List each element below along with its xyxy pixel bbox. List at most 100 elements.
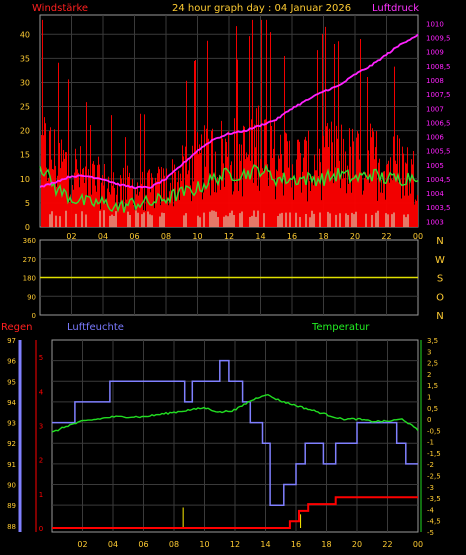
pressure-tick-label: 1009,5 [426,35,451,43]
wind-y-tick-label: 20 [20,127,30,136]
rain-x-tick-label: 00 [413,540,423,549]
wind-x-tick-label: 04 [98,232,108,241]
pressure-tick-label: 1003 [426,218,444,226]
temperature-tick-label: -1,5 [427,450,441,458]
rain-label: Regen [1,322,33,333]
pressure-tick-label: 1006 [426,134,444,142]
rain-tick-label: 5 [39,354,43,362]
direction-y-tick-label: 180 [23,275,36,283]
wind-x-tick-label: 18 [318,232,328,241]
temperature-tick-label: -4,5 [427,518,441,526]
rain-x-tick-label: 04 [108,540,118,549]
temperature-tick-label: -1 [427,439,434,447]
humidity-tick-label: 94 [7,399,16,407]
wind-y-tick-label: 10 [20,175,30,184]
pressure-tick-label: 1007 [426,105,444,113]
pressure-tick-label: 1007,5 [426,91,451,99]
temperature-tick-label: -2,5 [427,473,441,481]
temperature-tick-label: 2 [427,371,431,379]
humidity-tick-label: 89 [7,502,16,510]
pressure-tick-label: 1008 [426,77,444,85]
pressure-tick-label: 1005 [426,162,444,170]
wind-x-tick-label: 06 [129,232,139,241]
temperature-label: Temperatur [311,322,370,333]
rain-tick-label: 4 [39,388,44,396]
compass-label: S [437,274,443,285]
humidity-line [52,359,418,506]
wind-x-tick-label: 12 [224,232,234,241]
temperature-tick-label: -3,5 [427,495,441,503]
temperature-tick-label: -0,5 [427,427,441,435]
wind-x-tick-label: 16 [287,232,297,241]
temperature-tick-label: 3 [427,348,431,356]
rain-tick-label: 3 [39,422,43,430]
pressure-tick-label: 1005,5 [426,148,451,156]
rain-x-tick-label: 22 [382,540,392,549]
pressure-tick-label: 1003,5 [426,204,451,212]
wind-x-tick-label: 20 [350,232,360,241]
direction-y-tick-label: 360 [23,237,36,245]
wind-x-tick-label: 02 [66,232,76,241]
temperature-tick-label: -3 [427,484,434,492]
humidity-label: Luftfeuchte [67,322,124,333]
humidity-tick-label: 90 [7,482,16,490]
pressure-tick-label: 1004 [426,190,444,198]
wind-y-tick-label: 15 [20,151,30,160]
humidity-tick-label: 97 [7,337,16,345]
wind-x-tick-label: 00 [413,232,423,241]
rain-tick-label: 1 [39,491,43,499]
wind-y-tick-label: 5 [25,199,30,208]
humidity-tick-label: 96 [7,358,16,366]
humidity-tick-label: 92 [7,440,16,448]
pressure-line [39,33,419,190]
humidity-tick-label: 95 [7,378,16,386]
rain-line [52,496,418,529]
temperature-tick-label: -5 [427,529,434,537]
wind-label: Windstärke [32,3,88,14]
humidity-tick-label: 88 [7,523,16,531]
temperature-tick-label: 3,5 [427,337,438,345]
pressure-label: Luftdruck [372,3,419,14]
rain-x-tick-label: 20 [352,540,362,549]
compass-label: N [436,236,443,247]
rain-x-tick-label: 12 [230,540,240,549]
wind-y-tick-label: 30 [20,78,30,87]
temperature-tick-label: 1 [427,393,431,401]
wind-x-tick-label: 10 [192,232,202,241]
rain-x-tick-label: 02 [77,540,87,549]
wind-x-tick-label: 22 [381,232,391,241]
rain-x-tick-label: 14 [260,540,270,549]
wind-y-tick-label: 40 [20,30,30,39]
wind-y-tick-label: 35 [20,54,30,63]
humidity-tick-label: 91 [7,461,16,469]
direction-y-tick-label: 0 [32,312,36,320]
pressure-tick-label: 1009 [426,49,444,57]
pressure-tick-label: 1004,5 [426,176,451,184]
rain-x-tick-label: 06 [138,540,148,549]
rain-x-tick-label: 08 [169,540,179,549]
rain-x-tick-label: 10 [199,540,209,549]
direction-y-tick-label: 270 [23,256,36,264]
wind-y-tick-label: 25 [20,103,30,112]
compass-label: W [435,255,445,266]
temperature-tick-label: -2 [427,461,434,469]
rain-x-tick-label: 16 [291,540,301,549]
wind-x-tick-label: 08 [161,232,171,241]
page-title: 24 hour graph day : 04 Januar 2026 [172,3,351,14]
humidity-tick-label: 93 [7,420,16,428]
wind-x-tick-label: 14 [255,232,265,241]
pressure-tick-label: 1010 [426,20,444,28]
wind-y-tick-label: 0 [25,223,30,232]
direction-y-tick-label: 90 [27,293,36,301]
gust-average-line [39,164,419,213]
rain-tick-label: 0 [39,525,43,533]
temperature-tick-label: 0,5 [427,405,438,413]
temperature-line [51,393,419,433]
rain-x-tick-label: 18 [321,540,331,549]
pressure-tick-label: 1008,5 [426,63,451,71]
temperature-tick-label: 2,5 [427,360,438,368]
compass-label: N [436,311,443,322]
rain-tick-label: 2 [39,457,43,465]
temperature-tick-label: -4 [427,506,435,514]
